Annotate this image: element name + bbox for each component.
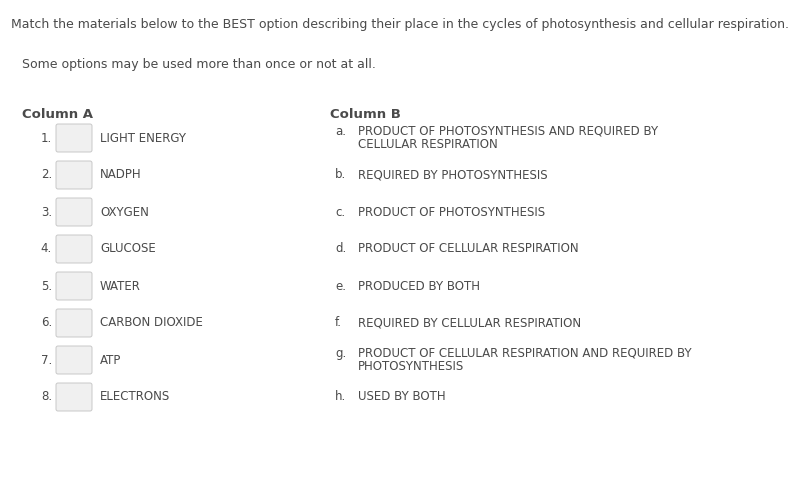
Text: REQUIRED BY PHOTOSYNTHESIS: REQUIRED BY PHOTOSYNTHESIS	[358, 169, 548, 182]
Text: 2.: 2.	[41, 169, 52, 182]
Text: Match the materials below to the BEST option describing their place in the cycle: Match the materials below to the BEST op…	[11, 18, 789, 31]
Text: PRODUCT OF CELLULAR RESPIRATION AND REQUIRED BY: PRODUCT OF CELLULAR RESPIRATION AND REQU…	[358, 347, 692, 360]
Text: PRODUCED BY BOTH: PRODUCED BY BOTH	[358, 280, 480, 293]
Text: PRODUCT OF PHOTOSYNTHESIS: PRODUCT OF PHOTOSYNTHESIS	[358, 205, 545, 218]
Text: REQUIRED BY CELLULAR RESPIRATION: REQUIRED BY CELLULAR RESPIRATION	[358, 316, 581, 329]
Text: CARBON DIOXIDE: CARBON DIOXIDE	[100, 316, 203, 329]
Text: PRODUCT OF PHOTOSYNTHESIS AND REQUIRED BY: PRODUCT OF PHOTOSYNTHESIS AND REQUIRED B…	[358, 125, 658, 138]
Text: ELECTRONS: ELECTRONS	[100, 390, 170, 403]
Text: CELLULAR RESPIRATION: CELLULAR RESPIRATION	[358, 138, 498, 151]
Text: Some options may be used more than once or not at all.: Some options may be used more than once …	[22, 58, 376, 71]
Text: LIGHT ENERGY: LIGHT ENERGY	[100, 131, 186, 144]
Text: 8.: 8.	[41, 390, 52, 403]
Text: PHOTOSYNTHESIS: PHOTOSYNTHESIS	[358, 360, 464, 373]
Text: 4.: 4.	[41, 242, 52, 256]
Text: e.: e.	[335, 280, 346, 293]
Text: OXYGEN: OXYGEN	[100, 205, 149, 218]
Text: USED BY BOTH: USED BY BOTH	[358, 390, 446, 403]
Text: a.: a.	[335, 125, 346, 138]
FancyBboxPatch shape	[56, 346, 92, 374]
Text: b.: b.	[335, 169, 346, 182]
Text: WATER: WATER	[100, 280, 141, 293]
FancyBboxPatch shape	[56, 309, 92, 337]
FancyBboxPatch shape	[56, 383, 92, 411]
Text: 3.: 3.	[41, 205, 52, 218]
Text: GLUCOSE: GLUCOSE	[100, 242, 156, 256]
Text: c.: c.	[335, 205, 345, 218]
FancyBboxPatch shape	[56, 235, 92, 263]
Text: Column A: Column A	[22, 108, 93, 121]
Text: h.: h.	[335, 390, 346, 403]
FancyBboxPatch shape	[56, 124, 92, 152]
Text: 1.: 1.	[41, 131, 52, 144]
Text: ATP: ATP	[100, 354, 122, 367]
Text: 5.: 5.	[41, 280, 52, 293]
FancyBboxPatch shape	[56, 198, 92, 226]
Text: Column B: Column B	[330, 108, 401, 121]
FancyBboxPatch shape	[56, 161, 92, 189]
Text: NADPH: NADPH	[100, 169, 142, 182]
Text: PRODUCT OF CELLULAR RESPIRATION: PRODUCT OF CELLULAR RESPIRATION	[358, 242, 578, 256]
Text: f.: f.	[335, 316, 342, 329]
Text: 7.: 7.	[41, 354, 52, 367]
Text: 6.: 6.	[41, 316, 52, 329]
Text: d.: d.	[335, 242, 346, 256]
FancyBboxPatch shape	[56, 272, 92, 300]
Text: g.: g.	[335, 347, 346, 360]
